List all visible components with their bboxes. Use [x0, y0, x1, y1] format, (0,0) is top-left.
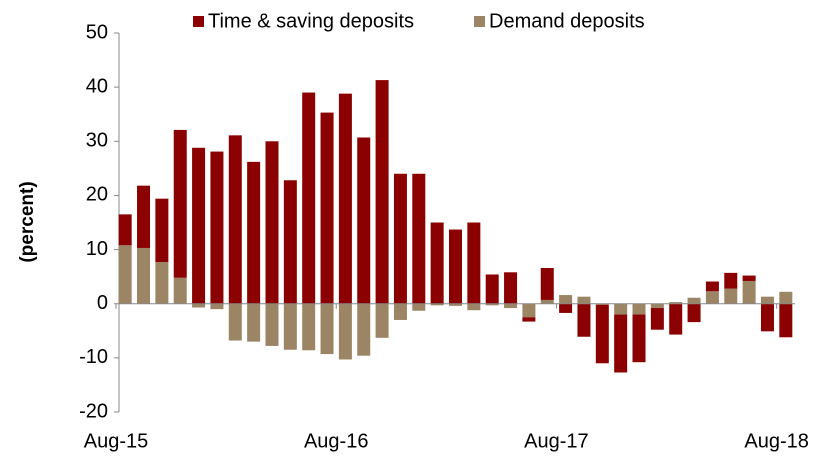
- bar: [632, 303, 646, 315]
- x-tick-label: Aug-16: [304, 430, 369, 452]
- bar: [577, 303, 591, 337]
- bar: [375, 80, 389, 304]
- bar: [742, 275, 756, 281]
- bar: [137, 247, 151, 304]
- bar: [320, 112, 334, 304]
- bar: [650, 308, 664, 330]
- bar: [614, 314, 628, 373]
- bar: [357, 137, 371, 304]
- bar: [357, 303, 371, 356]
- bar: [155, 262, 169, 304]
- bar: [540, 299, 554, 304]
- bar: [687, 297, 701, 304]
- bar: [412, 303, 426, 311]
- legend-label: Demand deposits: [489, 10, 645, 32]
- y-tick-label: 50: [86, 21, 108, 43]
- bar: [283, 180, 297, 304]
- bar: [430, 303, 444, 306]
- bar: [504, 303, 518, 309]
- bar: [192, 303, 206, 308]
- bar: [137, 185, 151, 248]
- y-tick-label: -10: [79, 346, 108, 368]
- y-tick-label: 10: [86, 238, 108, 260]
- bar: [265, 141, 279, 304]
- bar: [559, 303, 573, 313]
- bar: [247, 161, 261, 304]
- bar: [210, 151, 224, 304]
- bar: [485, 303, 499, 306]
- bar: [540, 267, 554, 300]
- bar: [393, 173, 407, 304]
- bar: [375, 303, 389, 338]
- bar: [449, 303, 462, 306]
- bar: [320, 303, 334, 355]
- bar: [577, 296, 591, 304]
- bar: [705, 291, 719, 304]
- bar: [228, 135, 242, 304]
- bar: [760, 296, 774, 304]
- bar: [779, 303, 793, 338]
- bar: [760, 303, 774, 332]
- bar: [485, 274, 499, 304]
- y-tick-label: 0: [97, 292, 108, 314]
- y-tick-label: -20: [79, 400, 108, 422]
- bar: [724, 272, 738, 289]
- y-axis-label: (percent): [17, 181, 38, 262]
- bar: [173, 277, 187, 304]
- bar: [192, 147, 206, 304]
- bar: [210, 303, 224, 310]
- bar: [265, 303, 279, 346]
- legend-label: Time & saving deposits: [208, 10, 414, 32]
- bar: [742, 280, 756, 304]
- bar: [522, 317, 536, 322]
- bar: [687, 303, 701, 323]
- bar: [449, 229, 462, 304]
- bar: [430, 222, 444, 304]
- y-tick-label: 30: [86, 130, 108, 152]
- bar: [283, 303, 297, 350]
- bar: [118, 214, 132, 246]
- legend-swatch: [474, 16, 486, 27]
- legend-swatch: [193, 16, 204, 27]
- bar: [228, 303, 242, 341]
- bar: [338, 303, 352, 360]
- bar: [669, 302, 683, 304]
- bar: [504, 272, 518, 304]
- bar: [302, 92, 316, 304]
- bar: [155, 198, 169, 263]
- bar: [595, 303, 609, 305]
- bar: [559, 295, 573, 304]
- bar: [724, 288, 738, 304]
- bar: [393, 303, 407, 320]
- x-tick-label: Aug-15: [84, 430, 149, 452]
- x-tick-label: Aug-17: [524, 430, 589, 452]
- bar: [302, 303, 316, 351]
- bar: [705, 281, 719, 292]
- bar: [614, 303, 628, 315]
- bar: [779, 291, 793, 304]
- bar: [595, 304, 609, 364]
- bar: [632, 314, 646, 363]
- bar: [467, 303, 481, 311]
- bar: [669, 303, 683, 335]
- bar: [247, 303, 261, 342]
- bar: [522, 303, 536, 318]
- bar: [173, 129, 187, 278]
- bar: [118, 245, 132, 304]
- bar: [338, 93, 352, 304]
- x-tick-label: Aug-18: [744, 430, 809, 452]
- bar: [650, 303, 664, 309]
- y-tick-label: 40: [86, 75, 108, 97]
- y-tick-label: 20: [86, 184, 108, 206]
- bar: [467, 222, 481, 304]
- bar: [412, 173, 426, 304]
